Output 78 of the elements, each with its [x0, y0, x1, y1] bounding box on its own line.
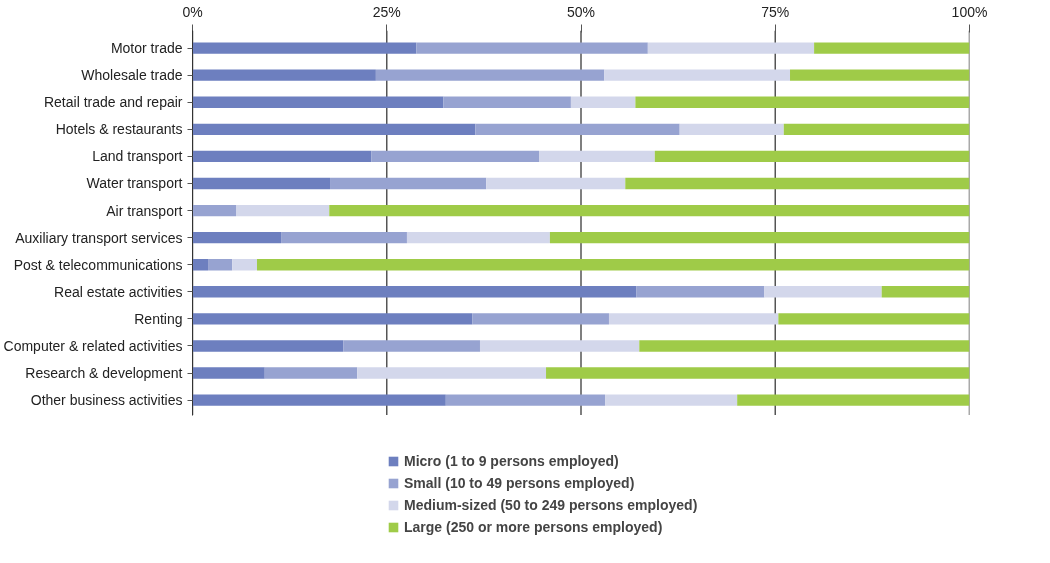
bar	[472, 313, 609, 325]
bar	[679, 123, 784, 136]
bar	[604, 69, 791, 81]
bar	[570, 96, 636, 108]
bar	[192, 259, 209, 271]
bar	[264, 367, 358, 379]
bar	[635, 96, 970, 108]
y-tick-label: Hotels & restaurants	[55, 121, 183, 138]
bar	[343, 340, 480, 352]
y-tick-label: Other business activities	[30, 392, 183, 409]
bar	[783, 123, 970, 136]
y-tick-label: Research & development	[25, 365, 183, 382]
y-tick-label: Motor trade	[110, 40, 183, 57]
y-tick-label: Renting	[134, 310, 183, 327]
bar	[475, 123, 680, 136]
bar	[416, 42, 648, 54]
bar	[443, 96, 571, 108]
legend-label: Small (10 to 49 persons employed)	[404, 475, 635, 491]
bar	[192, 340, 344, 352]
bar	[357, 367, 547, 379]
bar	[330, 177, 487, 190]
bar	[737, 394, 970, 406]
legend-label: Micro (1 to 9 persons employed)	[404, 453, 619, 469]
bar	[192, 96, 444, 108]
bar	[608, 313, 779, 325]
bar	[764, 286, 882, 298]
x-tick-label: 75%	[761, 3, 790, 20]
bar	[236, 204, 330, 217]
bar	[281, 231, 407, 244]
x-tick-label: 50%	[566, 3, 596, 20]
bar	[256, 259, 970, 271]
bar	[790, 69, 970, 81]
bar	[814, 42, 970, 54]
bar	[406, 231, 550, 244]
y-tick-label: Post & telecommunications	[13, 256, 183, 273]
bar	[208, 259, 233, 271]
bar	[192, 150, 372, 163]
y-tick-label: Retail trade and repair	[43, 94, 183, 111]
bar	[549, 231, 970, 244]
bar	[778, 313, 970, 325]
bar	[486, 177, 626, 190]
y-tick-label: Auxiliary transport services	[15, 229, 183, 246]
bar	[192, 286, 637, 298]
bar	[192, 394, 446, 406]
bar	[639, 340, 970, 352]
bar	[881, 286, 970, 298]
bar	[192, 231, 282, 244]
bar	[375, 69, 605, 81]
bar	[232, 259, 257, 271]
bar	[625, 177, 970, 190]
bar	[546, 367, 970, 379]
bar	[539, 150, 655, 163]
x-tick-label: 0%	[182, 3, 203, 20]
bar	[647, 42, 815, 54]
bar	[445, 394, 606, 406]
bar	[192, 367, 265, 379]
bar	[192, 123, 476, 136]
bar	[636, 286, 765, 298]
legend-label: Large (250 or more persons employed)	[404, 519, 663, 535]
bar	[371, 150, 540, 163]
y-tick-label: Wholesale trade	[81, 67, 183, 84]
bar	[329, 204, 970, 217]
bar	[654, 150, 970, 163]
x-tick-label: 100%	[951, 3, 988, 20]
y-tick-label: Air transport	[106, 202, 183, 219]
y-tick-label: Real estate activities	[54, 283, 183, 300]
x-tick-label: 25%	[372, 3, 401, 20]
legend-label: Medium-sized (50 to 249 persons employed)	[404, 497, 698, 513]
y-tick-label: Land transport	[92, 148, 183, 165]
bar	[192, 177, 331, 190]
y-tick-label: Computer & related activities	[3, 337, 183, 354]
bar	[192, 204, 237, 217]
bar	[479, 340, 640, 352]
bar	[192, 69, 376, 81]
bar	[192, 42, 417, 54]
bar	[192, 313, 473, 325]
y-tick-label: Water transport	[86, 175, 183, 192]
bar	[605, 394, 738, 406]
